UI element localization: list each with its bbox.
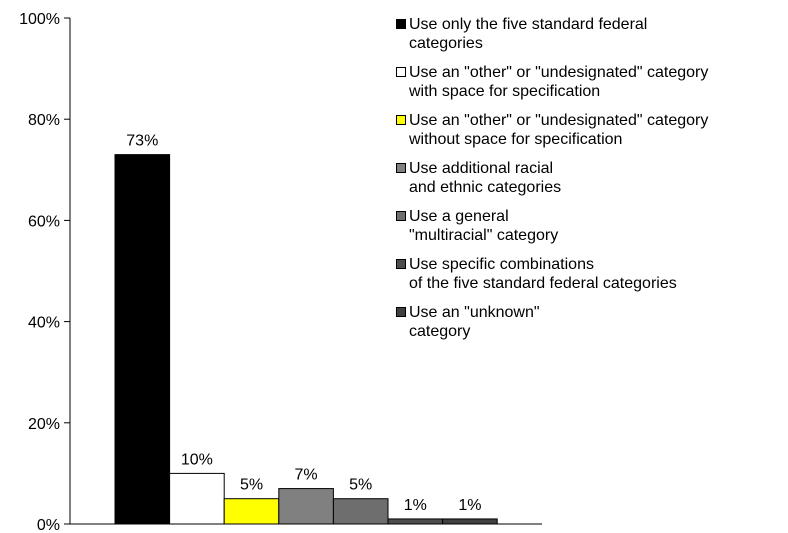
data-label: 1% [458, 497, 481, 514]
data-label: 7% [295, 467, 318, 484]
legend-swatch [396, 19, 406, 29]
legend-swatch [396, 307, 406, 317]
bar [169, 472, 225, 525]
bar [332, 498, 389, 525]
legend-item: Use an "other" or "undesignated" categor… [396, 63, 786, 101]
legend-swatch [396, 115, 406, 125]
y-tick-label: 0% [37, 517, 60, 533]
legend-item: Use an "other" or "undesignated" categor… [396, 111, 786, 149]
legend-swatch [396, 67, 406, 77]
legend-label: Use an "other" or "undesignated" categor… [409, 64, 709, 100]
legend-swatch [396, 259, 406, 269]
legend-item: Use an "unknown" category [396, 303, 786, 341]
data-label: 1% [404, 497, 427, 514]
y-tick-label: 60% [28, 213, 60, 230]
bar [223, 498, 280, 525]
y-tick-label: 40% [28, 315, 60, 332]
bar [114, 154, 171, 525]
legend-swatch [396, 211, 406, 221]
legend-item: Use additional racial and ethnic categor… [396, 159, 786, 197]
data-label: 5% [240, 477, 263, 494]
legend-label: Use an "other" or "undesignated" categor… [409, 112, 709, 148]
legend-label: Use an "unknown" category [409, 304, 540, 340]
bar [442, 518, 498, 525]
legend-item: Use a general "multiracial" category [396, 207, 786, 245]
bars [114, 154, 498, 525]
legend-item: Use only the five standard federal categ… [396, 15, 786, 53]
legend-swatch [396, 163, 406, 173]
y-tick-label: 80% [28, 112, 60, 129]
y-tick-label: 100% [19, 11, 60, 28]
bar [278, 488, 334, 525]
data-label: 73% [126, 133, 158, 150]
legend: Use only the five standard federal categ… [396, 15, 786, 351]
data-label: 5% [349, 477, 372, 494]
legend-label: Use only the five standard federal categ… [409, 16, 648, 52]
bar [387, 518, 444, 525]
legend-label: Use additional racial and ethnic categor… [409, 160, 562, 196]
y-tick-label: 20% [28, 416, 60, 433]
legend-label: Use specific combinations of the five st… [409, 256, 677, 292]
legend-label: Use a general "multiracial" category [409, 208, 559, 244]
data-label: 10% [181, 451, 213, 468]
data-labels: 73% 10% 5% 7% 5% 1% 1% [126, 133, 481, 514]
legend-item: Use specific combinations of the five st… [396, 255, 786, 293]
